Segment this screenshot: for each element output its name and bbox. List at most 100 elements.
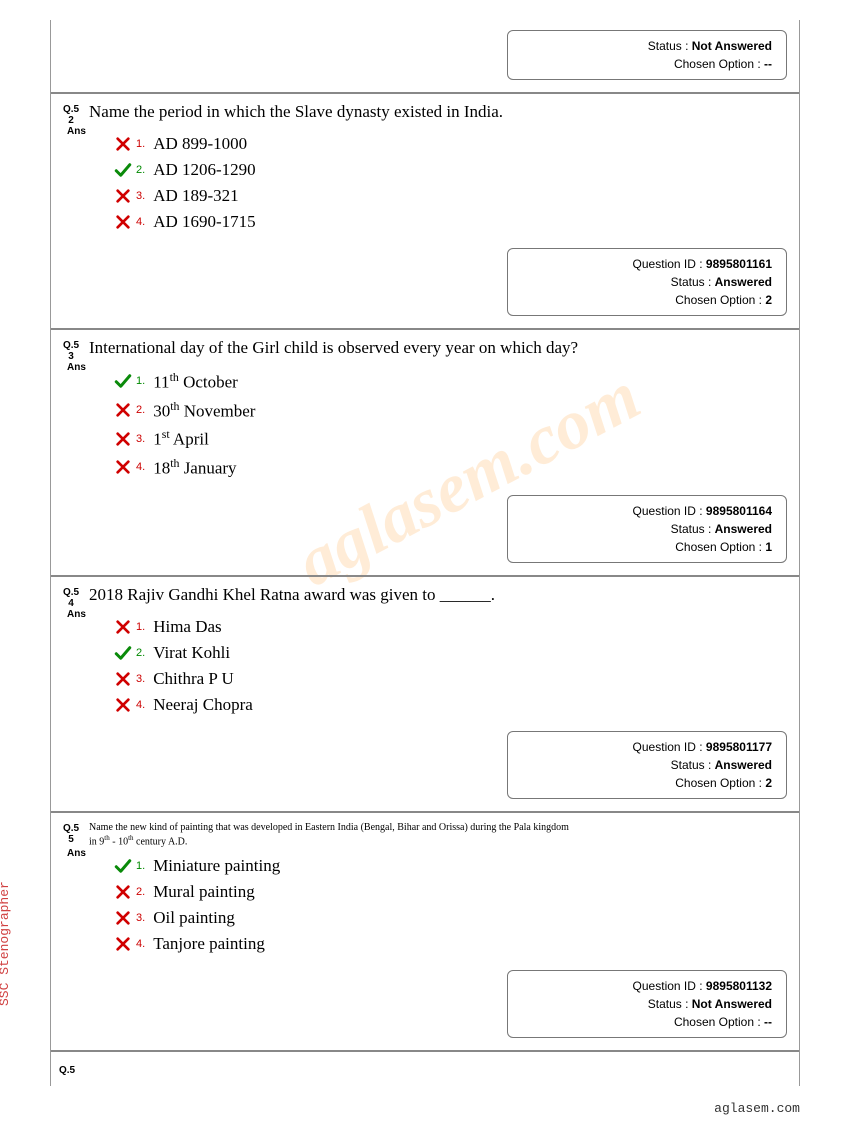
info-box: Question ID : 9895801132Status : Not Ans… — [507, 970, 787, 1038]
cross-icon — [114, 187, 132, 205]
chosen-label: Chosen Option : — [674, 57, 761, 71]
cross-icon — [114, 213, 132, 231]
question-number: Q.5 — [59, 1063, 75, 1076]
option-number: 2. — [136, 886, 145, 898]
option-number: 4. — [136, 699, 145, 711]
qid-label: Question ID : — [633, 504, 706, 518]
question-number: Q.55 — [59, 821, 83, 845]
info-box-top: Status : Not Answered Chosen Option : -- — [507, 30, 787, 80]
cross-icon — [114, 135, 132, 153]
option-row: 4. 18th January — [114, 456, 791, 479]
cross-icon — [114, 670, 132, 688]
option-number: 4. — [136, 938, 145, 950]
option-text: AD 1690-1715 — [153, 212, 255, 232]
option-text: 18th January — [153, 456, 236, 479]
option-text: Virat Kohli — [153, 643, 230, 663]
status-value: Answered — [715, 758, 772, 772]
status-label: Status : — [671, 758, 715, 772]
chosen-value: -- — [764, 57, 772, 71]
option-number: 1. — [136, 621, 145, 633]
question-block: Q.52 Name the period in which the Slave d… — [51, 94, 799, 330]
question-block: Q.53 International day of the Girl child … — [51, 330, 799, 577]
side-watermark-text: SSC Stenographer — [0, 881, 12, 1006]
option-text: Hima Das — [153, 617, 221, 637]
last-question-stub: Q.5 — [51, 1052, 799, 1086]
qid-label: Question ID : — [633, 257, 706, 271]
option-number: 4. — [136, 461, 145, 473]
chosen-label: Chosen Option : — [675, 776, 765, 790]
option-number: 4. — [136, 216, 145, 228]
tick-icon — [114, 372, 132, 390]
status-value: Not Answered — [692, 39, 772, 53]
option-text: AD 189-321 — [153, 186, 238, 206]
info-box: Question ID : 9895801161Status : Answere… — [507, 248, 787, 316]
cross-icon — [114, 430, 132, 448]
option-row: 4. AD 1690-1715 — [114, 212, 791, 232]
qid-value: 9895801164 — [706, 504, 772, 518]
qid-value: 9895801177 — [706, 740, 772, 754]
partial-top-block: Status : Not Answered Chosen Option : -- — [51, 20, 799, 94]
option-row: 3. AD 189-321 — [114, 186, 791, 206]
option-row: 2. Mural painting — [114, 882, 791, 902]
question-number: Q.53 — [59, 338, 83, 362]
cross-icon — [114, 401, 132, 419]
option-number: 3. — [136, 912, 145, 924]
cross-icon — [114, 883, 132, 901]
option-number: 3. — [136, 190, 145, 202]
option-row: 2.AD 1206-1290 — [114, 160, 791, 180]
question-block: Q.55Name the new kind of painting that w… — [51, 813, 799, 1052]
chosen-value: 2 — [765, 776, 772, 790]
question-text: Name the new kind of painting that was d… — [89, 821, 791, 848]
option-text: Mural painting — [153, 882, 255, 902]
question-text: Name the period in which the Slave dynas… — [89, 102, 791, 122]
status-value: Answered — [715, 275, 772, 289]
option-row: 2. 30th November — [114, 399, 791, 422]
options-list: 1. Miniature painting 2. Mural painting 3. Oi… — [114, 856, 791, 954]
option-text: Miniature painting — [153, 856, 280, 876]
status-label: Status : — [648, 997, 692, 1011]
option-text: Neeraj Chopra — [153, 695, 253, 715]
question-text: 2018 Rajiv Gandhi Khel Ratna award was g… — [89, 585, 791, 605]
option-text: AD 899-1000 — [153, 134, 247, 154]
answer-label: Ans — [67, 848, 86, 859]
option-row: 2. Virat Kohli — [114, 643, 791, 663]
option-number: 1. — [136, 138, 145, 150]
option-number: 3. — [136, 673, 145, 685]
tick-icon — [114, 161, 132, 179]
cross-icon — [114, 696, 132, 714]
option-text: 1st April — [153, 427, 209, 450]
cross-icon — [114, 935, 132, 953]
option-row: 3. Chithra P U — [114, 669, 791, 689]
option-text: Oil painting — [153, 908, 235, 928]
status-label: Status : — [671, 522, 715, 536]
option-row: 4. Neeraj Chopra — [114, 695, 791, 715]
chosen-value: -- — [764, 1015, 772, 1029]
status-value: Not Answered — [692, 997, 772, 1011]
chosen-label: Chosen Option : — [675, 540, 765, 554]
option-text: Chithra P U — [153, 669, 234, 689]
chosen-value: 1 — [765, 540, 772, 554]
cross-icon — [114, 909, 132, 927]
options-list: 1.11th October2.30th November3.1st April… — [114, 370, 791, 479]
option-number: 2. — [136, 404, 145, 416]
info-box: Question ID : 9895801164Status : Answere… — [507, 495, 787, 563]
question-text: International day of the Girl child is o… — [89, 338, 791, 358]
option-row: 3. Oil painting — [114, 908, 791, 928]
qid-value: 9895801161 — [706, 257, 772, 271]
chosen-label: Chosen Option : — [674, 1015, 764, 1029]
option-text: 11th October — [153, 370, 238, 393]
answer-label: Ans — [67, 609, 86, 620]
answer-label: Ans — [67, 126, 86, 137]
chosen-label: Chosen Option : — [675, 293, 765, 307]
option-number: 2. — [136, 647, 145, 659]
chosen-value: 2 — [765, 293, 772, 307]
info-box: Question ID : 9895801177 Status : Answere… — [507, 731, 787, 799]
qid-label: Question ID : — [633, 979, 706, 993]
option-text: 30th November — [153, 399, 255, 422]
answer-label: Ans — [67, 362, 86, 373]
qid-label: Question ID : — [633, 740, 706, 754]
cross-icon — [114, 618, 132, 636]
option-number: 1. — [136, 860, 145, 872]
option-number: 2. — [136, 164, 145, 176]
question-number: Q.52 — [59, 102, 83, 126]
